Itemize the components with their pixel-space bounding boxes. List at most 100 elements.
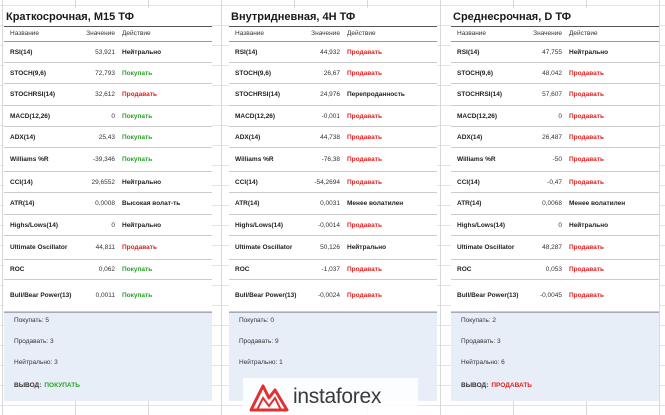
table-row: Highs/Lows(14) -0,0014 Продавать: [229, 215, 437, 236]
indicator-value: -0,0024: [317, 292, 340, 299]
table-row: Bull/Bear Power(13) -0,0045 Продавать: [451, 280, 659, 312]
indicator-name: STOCHRSI(14): [10, 91, 56, 98]
indicator-value: 25,43: [98, 133, 115, 141]
indicator-action: Покупать: [122, 133, 153, 141]
indicator-action: Продавать: [347, 133, 382, 141]
indicator-value: -0,0014: [317, 221, 340, 229]
indicator-name: MACD(12,26): [235, 112, 276, 120]
summary-box: Покупать: 2 Продавать: 3 Нейтрально: 6 ВЫВО…: [451, 312, 659, 401]
indicator-value: 48,287: [542, 244, 562, 251]
indicator-value: -0,001: [321, 112, 340, 120]
table-row: Highs/Lows(14) 0 Нейтрально: [451, 215, 659, 236]
table-row: Highs/Lows(14) 0 Нейтрально: [4, 215, 212, 236]
table-row: ADX(14) 44,738 Продавать: [229, 127, 437, 148]
indicator-action: Покупать: [122, 112, 153, 120]
indicator-value: 26,487: [542, 133, 562, 141]
table-row: MACD(12,26) -0,001 Продавать: [229, 106, 437, 127]
indicator-name: STOCH(9,6): [235, 69, 271, 77]
indicator-name: Bull/Bear Power(13): [457, 292, 519, 299]
indicator-name: Bull/Bear Power(13): [235, 292, 297, 299]
indicator-name: Williams %R: [10, 156, 49, 163]
indicator-value: 0: [558, 112, 562, 120]
table-header: Название Значение Действие: [4, 27, 212, 42]
indicator-value: -1,037: [321, 266, 340, 273]
indicator-name: CCI(14): [457, 178, 480, 186]
table-row: RSI(14) 53,921 Нейтрально: [4, 42, 212, 63]
table-row: MACD(12,26) 0 Продавать: [451, 106, 659, 127]
table-row: MACD(12,26) 0 Покупать: [4, 106, 212, 127]
indicator-action: Продавать: [569, 292, 604, 299]
summary-neutral-count: Нейтрально: 1: [239, 359, 283, 366]
indicator-action: Покупать: [122, 69, 153, 77]
indicator-value: 24,976: [320, 91, 340, 98]
header-value: Значение: [86, 30, 115, 37]
table-row: STOCHRSI(14) 24,976 Перепроданность: [229, 84, 437, 106]
panel-d: Среднесрочная, D ТФ Название Значение Дейст…: [451, 8, 659, 401]
indicator-action: Нейтрально: [122, 178, 162, 186]
indicator-value: -39,346: [92, 156, 115, 163]
verdict-label: ВЫВОД:: [14, 382, 42, 389]
indicator-name: ADX(14): [235, 133, 261, 141]
indicator-action: Перепроданность: [347, 91, 405, 98]
verdict-label: ВЫВОД:: [461, 382, 489, 389]
indicator-value: 0,062: [98, 266, 115, 273]
indicator-value: -54,2694: [314, 178, 340, 186]
indicator-action: Нейтрально: [122, 48, 162, 56]
indicator-value: 53,921: [95, 48, 115, 56]
indicator-action: Покупать: [122, 156, 153, 163]
table-row: STOCH(9,6) 26,67 Продавать: [229, 63, 437, 84]
indicator-name: ADX(14): [457, 133, 483, 141]
indicator-name: Ultimate Oscillator: [235, 244, 293, 251]
indicator-action: Продавать: [347, 69, 382, 77]
indicator-value: 0,0068: [542, 200, 562, 207]
indicator-action: Нейтрально: [347, 244, 387, 251]
indicator-name: Williams %R: [457, 156, 496, 163]
table-row: Bull/Bear Power(13) -0,0024 Продавать: [229, 280, 437, 312]
indicator-name: RSI(14): [235, 48, 258, 56]
table-row: ADX(14) 26,487 Продавать: [451, 127, 659, 148]
indicator-value: 0,0011: [95, 292, 115, 299]
panel-m15: Краткосрочная, M15 ТФ Название Значение Дей…: [4, 8, 212, 401]
indicator-name: ROC: [457, 266, 472, 273]
indicator-action: Нейтрально: [122, 221, 162, 229]
indicator-name: MACD(12,26): [457, 112, 498, 120]
indicator-action: Покупать: [122, 292, 153, 299]
table-row: Ultimate Oscillator 48,287 Продавать: [451, 236, 659, 260]
table-row: STOCHRSI(14) 32,612 Продавать: [4, 84, 212, 106]
indicator-name: Highs/Lows(14): [457, 221, 506, 229]
indicator-action: Менее волатилен: [347, 200, 404, 207]
indicator-action: Нейтрально: [569, 221, 609, 229]
summary-verdict: ВЫВОД: ПОКУПАТЬ: [14, 382, 80, 389]
table-header: Название Значение Действие: [451, 27, 659, 42]
panel-4h: Внутридневная, 4H ТФ Название Значение Дейс…: [229, 8, 437, 401]
header-name: Название: [235, 30, 265, 37]
indicator-name: ROC: [10, 266, 25, 273]
table-row: ROC 0,062 Покупать: [4, 260, 212, 280]
indicator-action: Продавать: [347, 266, 382, 273]
indicator-value: 26,67: [323, 69, 340, 77]
summary-sell-count: Продавать: 9: [239, 338, 279, 345]
indicator-action: Продавать: [347, 156, 382, 163]
summary-neutral-count: Нейтрально: 3: [14, 359, 58, 366]
indicator-action: Продавать: [569, 156, 604, 163]
indicator-name: CCI(14): [10, 178, 33, 186]
indicator-action: Менее волатилен: [569, 200, 626, 207]
indicator-value: -76,38: [321, 156, 340, 163]
indicator-value: 44,738: [320, 133, 340, 141]
summary-buy-count: Покупать: 2: [461, 317, 497, 324]
header-name: Название: [457, 30, 487, 37]
indicator-action: Нейтрально: [569, 48, 609, 56]
summary-neutral-count: Нейтрально: 6: [461, 359, 505, 366]
indicator-name: Highs/Lows(14): [10, 221, 59, 229]
indicator-name: Highs/Lows(14): [235, 221, 284, 229]
header-action: Действие: [569, 30, 598, 37]
indicator-name: ATR(14): [10, 200, 35, 207]
indicator-action: Продавать: [569, 69, 604, 77]
verdict-value: ПОКУПАТЬ: [44, 382, 80, 389]
summary-box: Покупать: 5 Продавать: 3 Нейтрально: 3 ВЫВО…: [4, 312, 212, 401]
indicator-action: Продавать: [347, 292, 382, 299]
panel-title: Среднесрочная, D ТФ: [451, 8, 659, 27]
indicator-value: 47,755: [542, 48, 562, 56]
indicator-name: ATR(14): [235, 200, 260, 207]
indicator-value: 32,612: [95, 91, 115, 98]
